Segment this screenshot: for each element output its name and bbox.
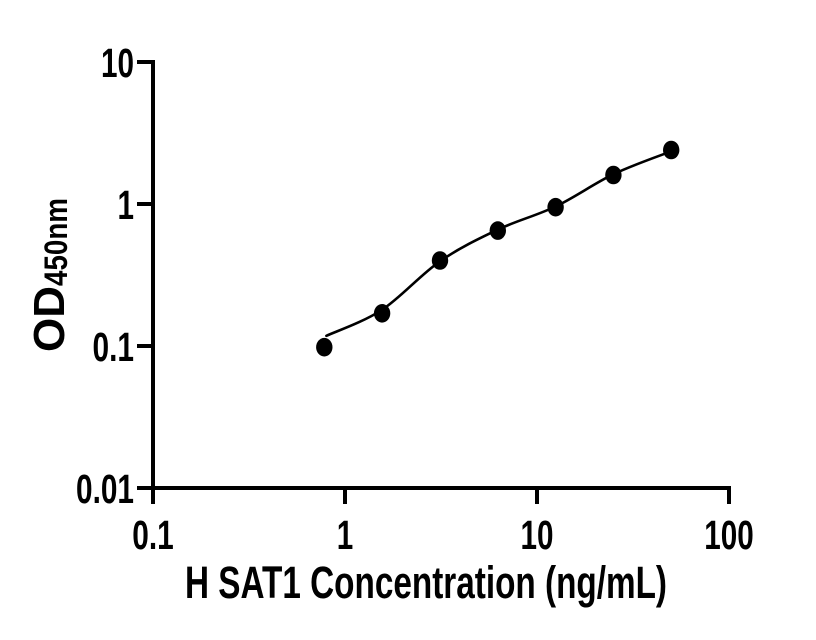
data-point bbox=[431, 251, 449, 270]
y-tick-label: 0.01 bbox=[76, 466, 134, 512]
data-point bbox=[605, 165, 622, 185]
x-tick-label: 1 bbox=[337, 512, 354, 558]
y-tick-label: 1 bbox=[118, 182, 135, 228]
data-points bbox=[316, 140, 680, 357]
y-axis-title-main: OD bbox=[25, 286, 74, 352]
data-point bbox=[316, 337, 333, 357]
data-point bbox=[547, 197, 564, 217]
x-tick-label: 0.1 bbox=[132, 512, 174, 558]
y-tick-label: 10 bbox=[101, 40, 134, 86]
data-point bbox=[373, 304, 391, 323]
axis-spine bbox=[151, 60, 731, 490]
y-axis-title-subscript: 450nm bbox=[38, 198, 74, 286]
axis-ticks bbox=[137, 60, 731, 504]
y-axis-title: OD450nm bbox=[25, 198, 74, 352]
x-axis-title: H SAT1 Concentration (ng/mL) bbox=[185, 557, 667, 608]
x-tick-label: 10 bbox=[521, 512, 554, 558]
y-tick-label: 0.1 bbox=[93, 324, 135, 370]
data-point bbox=[663, 140, 680, 160]
axes bbox=[151, 60, 731, 490]
data-point bbox=[489, 221, 506, 240]
x-tick-label: 100 bbox=[704, 512, 754, 558]
